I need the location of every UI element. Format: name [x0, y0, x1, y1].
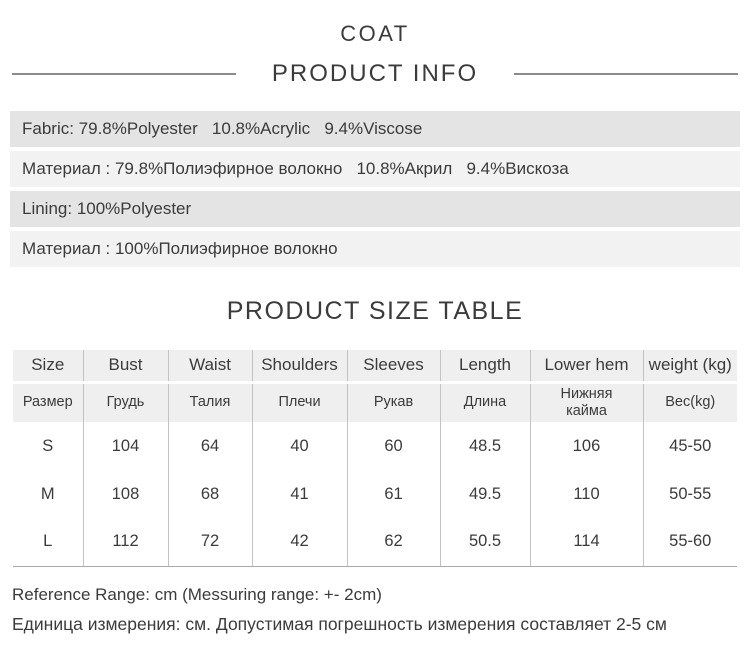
- cell-lower-hem: 114: [529, 518, 643, 567]
- cell-length: 49.5: [439, 470, 530, 518]
- header-cell-weight: weight (kg): [642, 350, 737, 384]
- cell-shoulders: 42: [251, 518, 347, 567]
- cell-waist: 64: [167, 422, 252, 470]
- cell-size: L: [13, 518, 83, 567]
- cell-weight: 55-60: [642, 518, 737, 567]
- header-cell-size-ru: Размер: [13, 382, 83, 422]
- cell-sleeves: 62: [346, 518, 440, 567]
- size-table: Size Bust Waist Shoulders Sleeves Length…: [13, 350, 737, 567]
- divider-line-right: [514, 73, 739, 75]
- header-cell-lower-hem: Lower hem: [529, 350, 643, 384]
- cell-length: 48.5: [439, 422, 530, 470]
- divider-line-left: [12, 73, 236, 75]
- header-cell-shoulders: Shoulders: [251, 350, 347, 384]
- lining-info-row-en: Lining: 100%Polyester: [10, 191, 740, 227]
- header-cell-sleeves: Sleeves: [346, 350, 440, 384]
- reference-note-ru: Единица измерения: см. Допустимая погреш…: [12, 613, 667, 634]
- header-cell-length-ru: Длина: [439, 382, 530, 422]
- fabric-info-row-ru: Материал : 79.8%Полиэфирное волокно 10.8…: [10, 151, 740, 187]
- cell-waist: 72: [167, 518, 252, 567]
- cell-shoulders: 41: [251, 470, 347, 518]
- cell-waist: 68: [167, 470, 252, 518]
- header-cell-size: Size: [13, 350, 83, 384]
- cell-size: S: [13, 422, 83, 470]
- fabric-info-row-en: Fabric: 79.8%Polyester 10.8%Acrylic 9.4%…: [10, 111, 740, 147]
- cell-weight: 50-55: [642, 470, 737, 518]
- size-row-l: L 112 72 42 62 50.5 114 55-60: [13, 518, 737, 567]
- header-cell-weight-ru: Вес(kg): [642, 382, 737, 422]
- product-info-header: PRODUCT INFO: [12, 60, 739, 88]
- header-cell-shoulders-ru: Плечи: [251, 382, 347, 422]
- size-table-title: PRODUCT SIZE TABLE: [226, 297, 524, 325]
- product-title: COAT: [340, 21, 410, 46]
- cell-lower-hem: 106: [529, 422, 643, 470]
- header-cell-bust-ru: Грудь: [82, 382, 168, 422]
- size-table-header-row-ru: Размер Грудь Талия Плечи Рукав Длина Ниж…: [13, 382, 737, 422]
- size-row-m: M 108 68 41 61 49.5 110 50-55: [13, 470, 737, 518]
- cell-shoulders: 40: [251, 422, 347, 470]
- header-cell-waist-ru: Талия: [167, 382, 252, 422]
- reference-note-en: Reference Range: cm (Messuring range: +-…: [12, 584, 382, 604]
- reference-notes: Reference Range: cm (Messuring range: +-…: [12, 585, 738, 635]
- cell-sleeves: 60: [346, 422, 440, 470]
- header-cell-sleeves-ru: Рукав: [346, 382, 440, 422]
- cell-weight: 45-50: [642, 422, 737, 470]
- cell-length: 50.5: [439, 518, 530, 567]
- header-cell-waist: Waist: [167, 350, 252, 384]
- cell-bust: 104: [82, 422, 168, 470]
- lining-info-row-ru: Материал : 100%Полиэфирное волокно: [10, 231, 740, 267]
- cell-bust: 112: [82, 518, 168, 567]
- cell-sleeves: 61: [346, 470, 440, 518]
- size-table-header-row-en: Size Bust Waist Shoulders Sleeves Length…: [13, 350, 737, 384]
- product-info-heading: PRODUCT INFO: [271, 60, 479, 87]
- size-row-s: S 104 64 40 60 48.5 106 45-50: [13, 422, 737, 470]
- fabric-info-list: Fabric: 79.8%Polyester 10.8%Acrylic 9.4%…: [10, 111, 740, 267]
- cell-lower-hem: 110: [529, 470, 643, 518]
- header-cell-length: Length: [439, 350, 530, 384]
- header-cell-lower-hem-ru: Нижняя кайма: [529, 382, 643, 422]
- cell-size: M: [13, 470, 83, 518]
- cell-bust: 108: [82, 470, 168, 518]
- header-cell-bust: Bust: [82, 350, 168, 384]
